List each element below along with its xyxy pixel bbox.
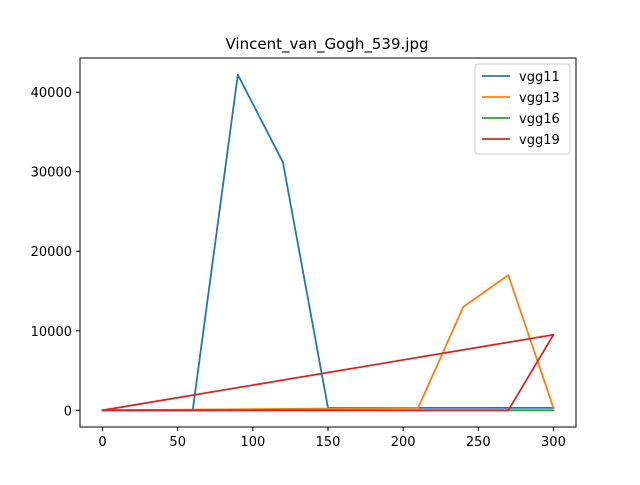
- legend-label-vgg19: vgg19: [519, 133, 560, 148]
- y-tick-label: 30000: [31, 166, 72, 181]
- y-tick-label: 0: [64, 404, 72, 419]
- legend-box: [474, 63, 571, 155]
- x-tick-label: 200: [391, 435, 416, 450]
- y-tick-label: 10000: [31, 325, 72, 340]
- plot-lines: [101, 73, 555, 412]
- x-axis: 0 50 100 150 200 250 300: [98, 427, 566, 450]
- y-tick-label: 40000: [31, 86, 72, 101]
- chart-title: Vincent_van_Gogh_539.jpg: [226, 35, 429, 54]
- x-tick-label: 300: [541, 435, 566, 450]
- series-line-vgg13: [101, 274, 555, 412]
- y-axis: 0 10000 20000 30000 40000: [31, 86, 80, 419]
- legend-label-vgg11: vgg11: [519, 70, 560, 85]
- legend-label-vgg13: vgg13: [519, 91, 560, 106]
- x-tick-label: 50: [169, 435, 186, 450]
- series-line-vgg19: [101, 333, 555, 412]
- x-tick-label: 0: [98, 435, 106, 450]
- x-tick-label: 150: [316, 435, 341, 450]
- x-tick-label: 250: [466, 435, 491, 450]
- x-tick-label: 100: [240, 435, 265, 450]
- legend-label-vgg16: vgg16: [519, 112, 560, 127]
- legend: vgg11 vgg13 vgg16 vgg19: [474, 63, 571, 155]
- y-tick-label: 20000: [31, 245, 72, 260]
